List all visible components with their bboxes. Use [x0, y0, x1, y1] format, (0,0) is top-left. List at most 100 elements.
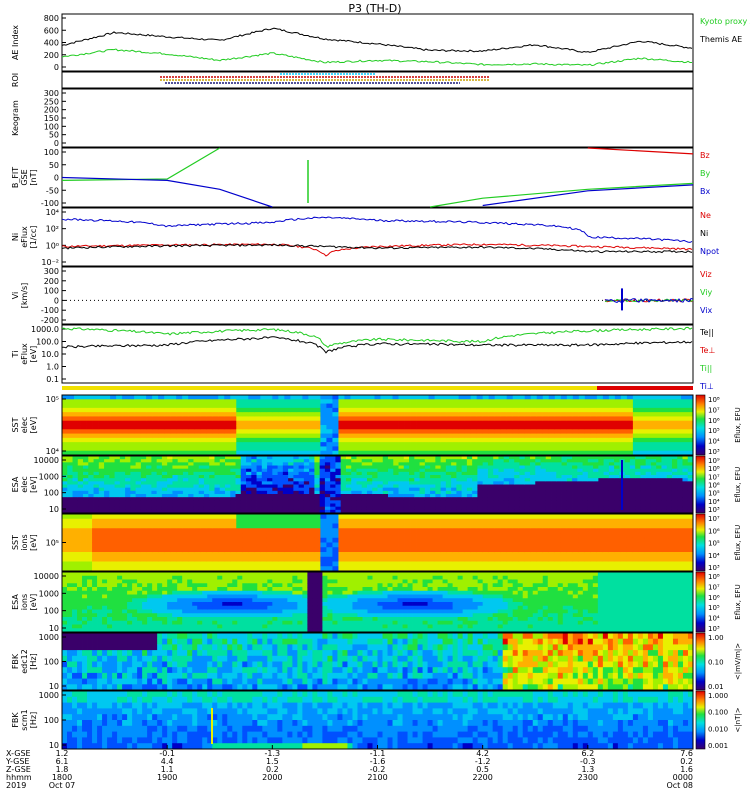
esa-elec-panel-cell — [83, 491, 89, 495]
esa-elec-panel-cell — [525, 478, 531, 482]
esa-elec-panel-cell — [94, 456, 100, 460]
esa-elec-panel-cell — [409, 481, 415, 485]
sst-elec-panel-cell — [200, 425, 206, 430]
esa-elec-panel-cell — [262, 488, 268, 492]
sst-ion-panel-cell — [158, 538, 164, 543]
esa-elec-panel-cell — [551, 472, 557, 476]
esa-elec-panel-cell — [614, 488, 620, 492]
sst-elec-panel-cell — [194, 446, 200, 451]
sst-ion-panel-cell — [206, 547, 212, 552]
sst-elec-panel-cell — [621, 425, 627, 430]
esa-elec-panel-cell — [341, 485, 347, 489]
sst-elec-panel-cell — [230, 395, 236, 400]
sst-elec-panel-cell — [507, 434, 513, 439]
esa-elec-panel-cell — [677, 462, 683, 466]
sst-ion-panel-cell — [507, 533, 513, 538]
sst-ion-panel-cell — [399, 562, 405, 567]
esa-elec-panel-cell — [141, 469, 147, 473]
esa-elec-panel-cell — [88, 456, 94, 460]
esa-elec-panel-cell — [304, 469, 310, 473]
esa-elec-panel-cell — [625, 497, 631, 501]
sst-elec-panel-cell — [609, 395, 615, 400]
sst-ion-panel-cell — [326, 528, 332, 533]
sst-elec-panel-cell — [176, 416, 182, 421]
sst-ion-panel-cell — [332, 514, 338, 519]
esa-elec-panel-cell — [446, 481, 452, 485]
sst-elec-panel-cell — [393, 442, 399, 447]
esa-elec-panel-cell — [130, 478, 136, 482]
sst-elec-panel-cell — [266, 429, 272, 434]
sst-ion-panel-cell — [579, 562, 585, 567]
sst-ion-panel-cell — [441, 562, 447, 567]
sst-ion-panel-cell — [417, 533, 423, 538]
sst-ion-panel-cell — [489, 543, 495, 548]
esa-elec-panel-cell — [267, 475, 273, 479]
sst-ion-panel-cell — [74, 557, 80, 562]
esa-elec-panel-cell — [162, 466, 168, 470]
sst-elec-panel-cell — [567, 434, 573, 439]
esa-elec-panel-cell — [372, 481, 378, 485]
sst-ion-panel-cell — [423, 528, 429, 533]
sst-elec-panel-cell — [375, 425, 381, 430]
esa-elec-panel-cell — [604, 462, 610, 466]
sst-elec-panel-cell — [417, 434, 423, 439]
sst-ion-panel-cell — [681, 524, 687, 529]
sst-elec-panel-cell — [116, 404, 122, 409]
esa-elec-panel-cell — [199, 466, 205, 470]
esa-elec-panel-cell — [214, 500, 220, 504]
esa-elec-panel-cell — [193, 497, 199, 501]
temperature-line-ti_par — [62, 327, 692, 347]
esa-elec-panel-cell — [304, 485, 310, 489]
sst-elec-panel-cell — [429, 399, 435, 404]
esa-elec-panel-cell — [183, 485, 189, 489]
sst-ion-panel-cell — [573, 547, 579, 552]
esa-elec-panel-cell — [388, 507, 394, 511]
sst-ion-panel-cell — [158, 557, 164, 562]
sst-elec-panel-cell — [423, 404, 429, 409]
sst-elec-panel-cell — [597, 399, 603, 404]
esa-elec-panel-cell — [504, 459, 510, 463]
esa-elec-panel-cell — [446, 500, 452, 504]
sst-elec-panel-cell — [597, 412, 603, 417]
esa-elec-panel-cell — [67, 488, 73, 492]
esa-elec-panel-cell — [257, 456, 263, 460]
sst-ion-panel-cell — [489, 519, 495, 524]
esa-elec-panel-cell — [220, 472, 226, 476]
esa-elec-panel-cell — [462, 462, 468, 466]
esa-elec-panel-cell — [73, 466, 79, 470]
esa-elec-panel-cell — [635, 462, 641, 466]
esa-elec-panel-cell — [351, 466, 357, 470]
sst-ion-panel-cell — [573, 533, 579, 538]
sst-elec-panel-cell — [399, 429, 405, 434]
esa-elec-panel-cell — [115, 481, 121, 485]
sst-ion-panel-cell — [549, 557, 555, 562]
esa-elec-panel-cell — [330, 485, 336, 489]
esa-elec-panel-cell — [420, 494, 426, 498]
esa-elec-panel-cell — [404, 494, 410, 498]
esa-elec-panel-cell — [493, 456, 499, 460]
sst-elec-panel-cell — [579, 429, 585, 434]
esa-elec-panel-cell — [325, 497, 331, 501]
esa-elec-panel-cell — [288, 494, 294, 498]
sst-elec-panel-cell — [675, 412, 681, 417]
sst-ion-panel-cell — [399, 552, 405, 557]
esa-elec-panel-cell — [414, 504, 420, 508]
sst-elec-panel-cell — [567, 395, 573, 400]
esa-elec-panel-cell — [420, 478, 426, 482]
sst-ion-panel-cell — [501, 514, 507, 519]
esa-elec-panel-cell — [167, 488, 173, 492]
sst-elec-panel-cell — [308, 446, 314, 451]
sst-ion-panel-cell — [387, 538, 393, 543]
sst-elec-panel-cell — [302, 416, 308, 421]
esa-elec-panel-cell — [498, 491, 504, 495]
sst-ion-panel-cell — [381, 562, 387, 567]
esa-elec-panel-cell — [141, 459, 147, 463]
sst-elec-panel-cell — [80, 399, 86, 404]
sst-elec-panel-cell — [405, 408, 411, 413]
sst-elec-panel-cell — [338, 434, 344, 439]
sst-elec-panel-cell — [453, 446, 459, 451]
esa-elec-panel-cell — [625, 494, 631, 498]
sst-ion-panel-cell — [531, 533, 537, 538]
sst-elec-panel-cell — [86, 404, 92, 409]
esa-elec-panel-cell — [640, 497, 646, 501]
